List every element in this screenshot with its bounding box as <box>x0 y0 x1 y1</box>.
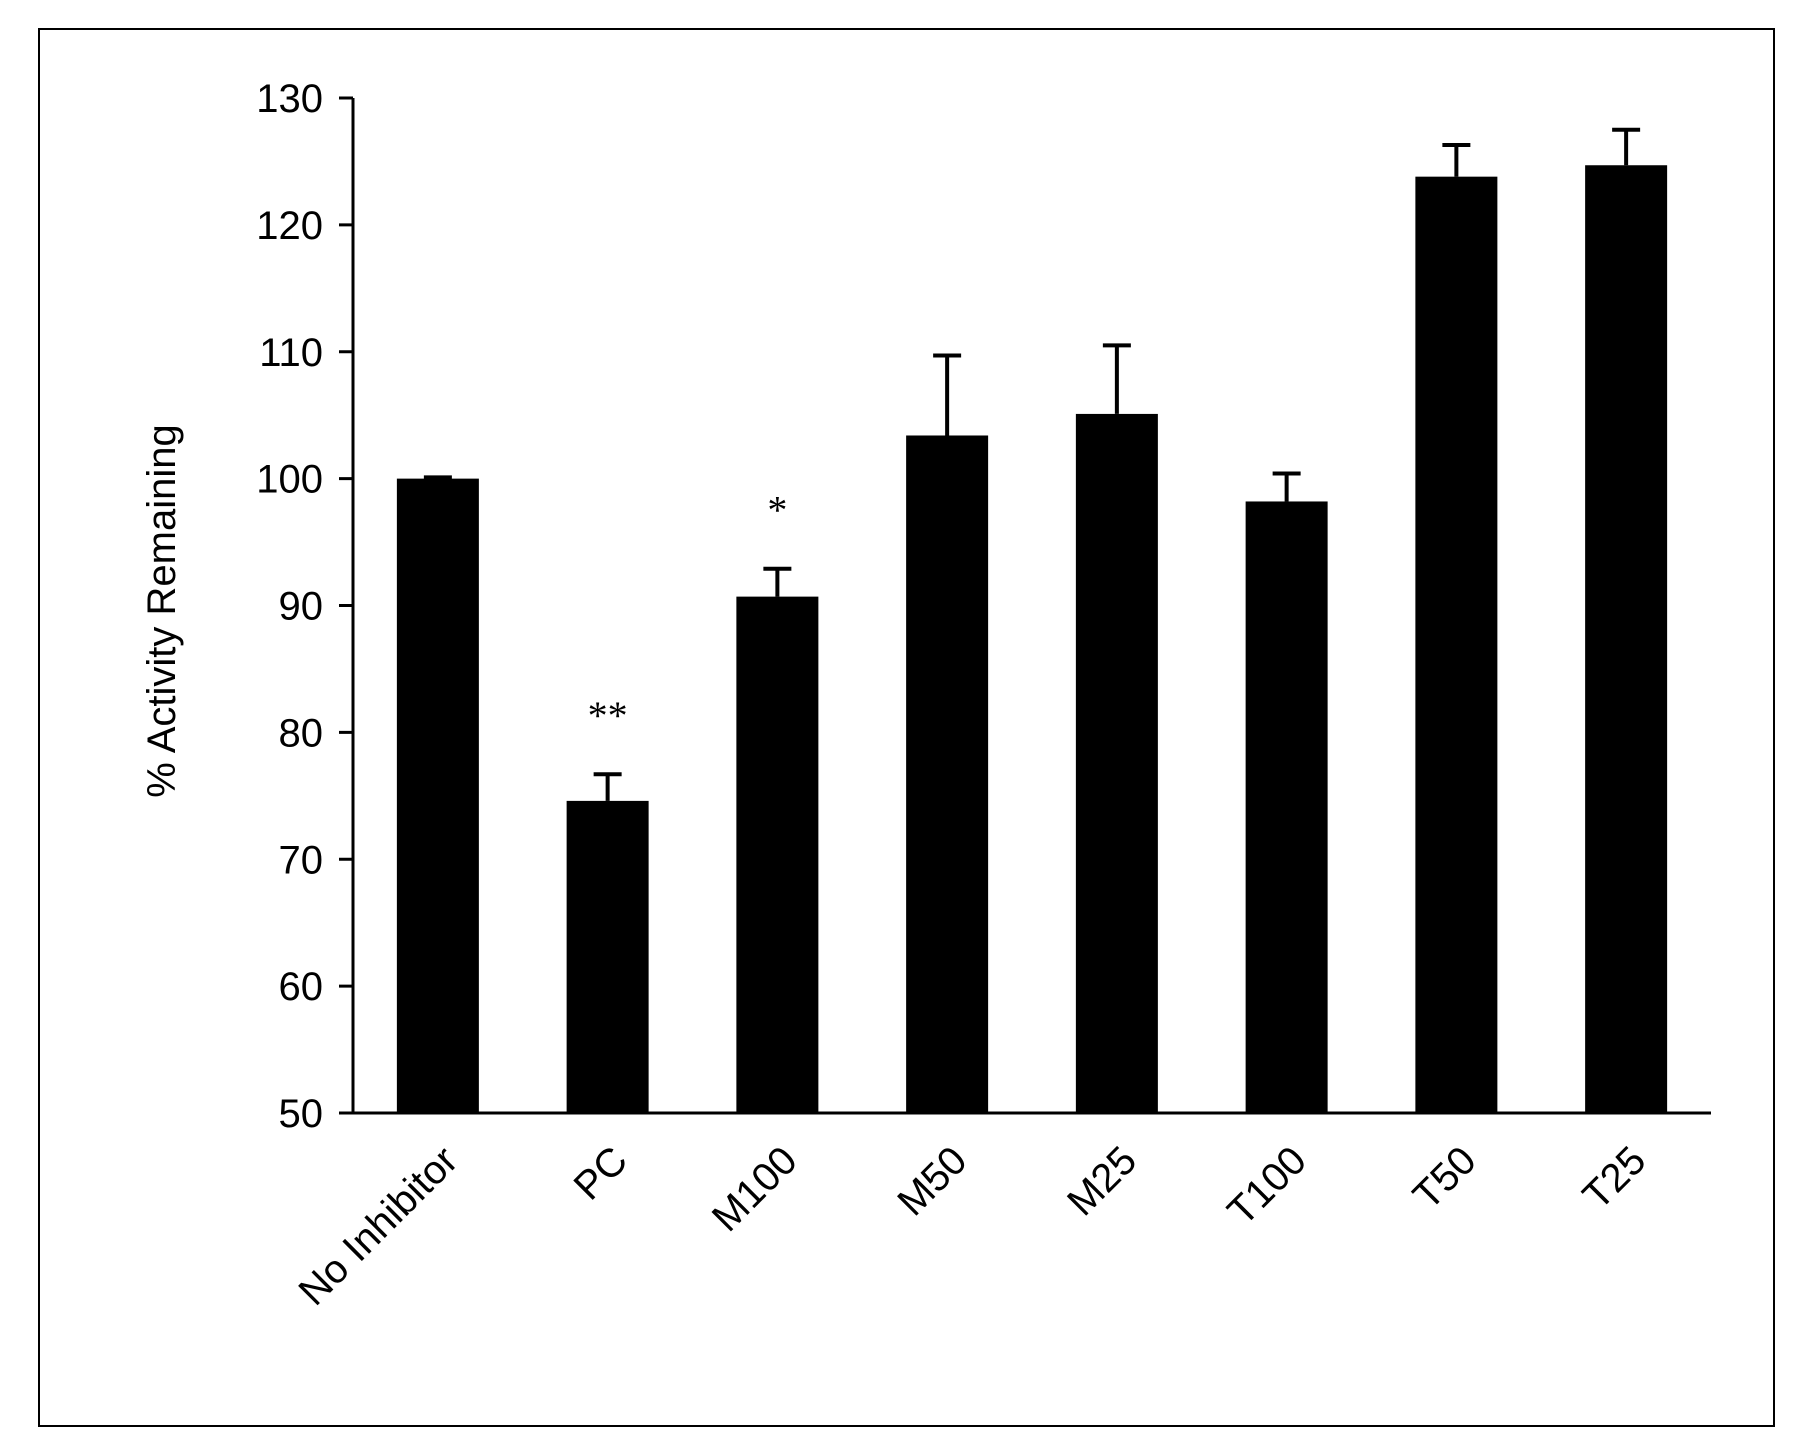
bar <box>1075 413 1158 1113</box>
x-tick-labels: No Inhibitor PC M100 M50 M25 T100 T50 T25 <box>290 1138 1654 1314</box>
bar <box>1415 176 1498 1114</box>
bar <box>1585 165 1668 1113</box>
y-tick-label: 120 <box>256 204 323 248</box>
y-tick-label: 110 <box>259 331 323 375</box>
y-tick-label: 50 <box>279 1092 324 1136</box>
x-tick-label: M100 <box>704 1138 806 1240</box>
significance-label: * <box>767 488 787 533</box>
y-ticks: 50 60 70 80 90 100 110 120 130 <box>256 77 353 1136</box>
x-tick-label: T50 <box>1405 1138 1485 1218</box>
y-axis-title: % Activity Remaining <box>140 424 184 797</box>
significance-label: ** <box>588 693 628 738</box>
bar <box>736 596 819 1113</box>
y-tick-label: 60 <box>279 965 324 1009</box>
y-tick-label: 90 <box>279 585 324 629</box>
significance-annotations: *** <box>588 488 788 739</box>
axes <box>339 98 1711 1115</box>
y-tick-label: 80 <box>279 711 324 755</box>
x-tick-label: T100 <box>1219 1138 1315 1234</box>
y-tick-label: 130 <box>256 77 323 121</box>
bar <box>906 435 989 1113</box>
x-tick-label: No Inhibitor <box>290 1138 466 1314</box>
x-tick-label: T25 <box>1575 1138 1655 1218</box>
bars <box>396 165 1668 1114</box>
bar <box>566 800 649 1113</box>
bar <box>396 478 479 1113</box>
x-tick-label: M25 <box>1059 1138 1145 1224</box>
y-tick-label: 100 <box>256 458 323 502</box>
error-bars <box>423 127 1641 801</box>
y-axis-title-group: % Activity Remaining <box>140 424 184 797</box>
x-tick-label: PC <box>566 1138 636 1208</box>
bar <box>1245 501 1328 1113</box>
x-tick-label: M50 <box>889 1138 975 1224</box>
y-tick-label: 70 <box>279 838 324 882</box>
